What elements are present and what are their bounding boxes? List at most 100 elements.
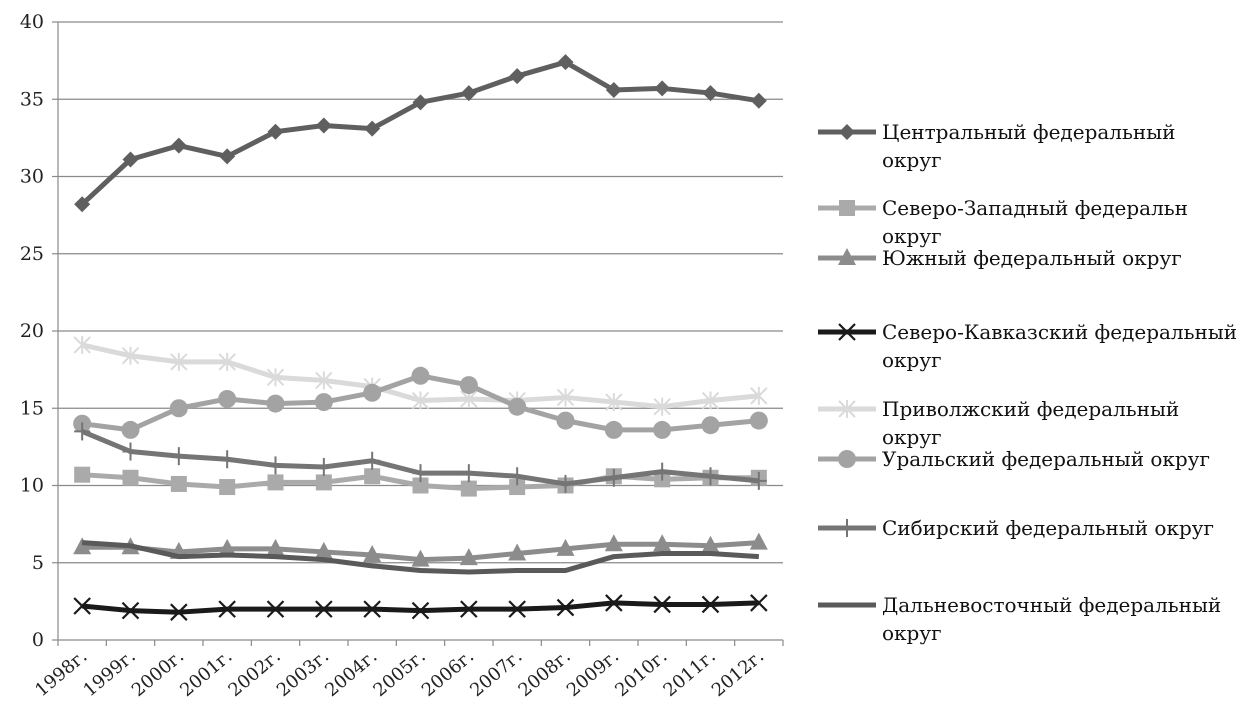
legend-item-2: Северо-Западный федеральн округ [818, 196, 1188, 248]
legend-item-1: Центральный федеральный округ [818, 120, 1175, 172]
series-5 [73, 335, 768, 416]
legend-item-5: Приволжский федеральный округ [818, 397, 1179, 449]
tick-label-y: 20 [20, 320, 44, 342]
series-line [82, 540, 759, 575]
data-point [219, 479, 236, 496]
legend-swatch-marker [839, 519, 855, 537]
data-point [557, 54, 574, 71]
tick-label-x: 2011г. [660, 646, 720, 701]
tick-label-x: 2001г. [176, 646, 236, 701]
data-point [411, 549, 430, 567]
data-point [122, 442, 139, 461]
data-point [364, 451, 381, 470]
data-point [314, 541, 333, 559]
tick-label-y: 0 [32, 629, 44, 651]
data-point [702, 85, 719, 102]
tick-label-y: 25 [20, 243, 44, 265]
data-point [314, 393, 333, 412]
data-point [170, 475, 187, 492]
legend-swatch-marker [839, 200, 855, 216]
data-point [508, 600, 526, 618]
legend-item-6: Уральский федеральный округ [818, 447, 1210, 471]
series-4 [73, 594, 768, 621]
data-point [73, 335, 91, 354]
series-line [80, 59, 760, 207]
data-point [169, 399, 188, 418]
data-point [218, 352, 236, 371]
tick-label-x: 2007г. [466, 646, 526, 701]
tick-label-x: 1999г. [80, 646, 140, 701]
data-point [363, 600, 381, 618]
legend-label: Северо-Западный федеральн округ [882, 196, 1188, 248]
data-point [315, 600, 333, 618]
tick-label-x: 1998г. [31, 646, 91, 701]
legend-label: Центральный федеральный округ [882, 120, 1175, 172]
data-point [459, 548, 478, 566]
legend-label: Сибирский федеральный округ [882, 516, 1214, 540]
legend-swatch-marker [838, 323, 856, 341]
data-point [267, 456, 284, 475]
data-point [411, 601, 430, 620]
data-point [604, 534, 623, 552]
data-point [750, 594, 768, 612]
data-point [701, 416, 720, 435]
tick-label-x: 2009г. [563, 646, 623, 701]
data-point [218, 389, 237, 408]
data-point [122, 151, 139, 168]
data-point [460, 480, 477, 497]
tick-label-x: 2006г. [418, 646, 478, 701]
series-3 [73, 532, 768, 567]
tick-label-x: 2004г. [321, 646, 381, 701]
data-point [315, 474, 332, 491]
data-point [605, 594, 623, 612]
legend-item-8: Дальневосточный федеральный округ [818, 593, 1221, 645]
data-point [266, 600, 285, 618]
data-point [219, 148, 236, 165]
data-point [750, 92, 767, 109]
tick-label-x: 2008г. [515, 646, 575, 701]
data-point [750, 471, 767, 490]
data-point [74, 466, 91, 483]
legend-item-4: Северо-Кавказский федеральный округ [818, 320, 1237, 372]
data-point [605, 81, 622, 98]
data-point [74, 196, 91, 213]
tick-label-y: 15 [20, 397, 44, 419]
data-point [266, 394, 285, 413]
data-point [701, 595, 720, 614]
data-point [412, 94, 429, 111]
data-point [411, 366, 430, 385]
tick-label-x: 2002г. [225, 646, 285, 701]
tick-label-x: 2012г. [708, 646, 768, 701]
legend-swatch-marker [838, 450, 856, 468]
tick-label-x: 2000г. [128, 646, 188, 701]
data-point [654, 80, 671, 97]
data-point [653, 595, 671, 614]
tick-label-y: 10 [20, 475, 44, 497]
data-point [509, 467, 526, 486]
legend-swatch-marker [838, 400, 856, 418]
series-layer [73, 54, 768, 621]
data-point [653, 420, 672, 439]
data-point [653, 397, 671, 416]
data-point [266, 538, 285, 556]
data-point [750, 386, 768, 405]
data-point [364, 120, 381, 137]
series-8 [82, 540, 759, 575]
data-point [509, 479, 526, 496]
legend-item-3: Южный федеральный округ [818, 246, 1182, 270]
legend-swatch-marker [838, 248, 856, 265]
data-point [702, 467, 719, 486]
data-point [121, 346, 140, 365]
tick-label-y: 35 [20, 88, 44, 110]
tick-label-y: 30 [20, 166, 44, 188]
data-point [459, 376, 478, 395]
data-point [556, 411, 575, 430]
data-point [460, 464, 477, 483]
legend-label: Северо-Кавказский федеральный округ [882, 320, 1237, 372]
legend: Центральный федеральный округ Северо-Запад… [818, 120, 1237, 645]
tick-label-y: 40 [20, 11, 44, 33]
data-point [701, 391, 720, 410]
data-point [412, 477, 429, 494]
